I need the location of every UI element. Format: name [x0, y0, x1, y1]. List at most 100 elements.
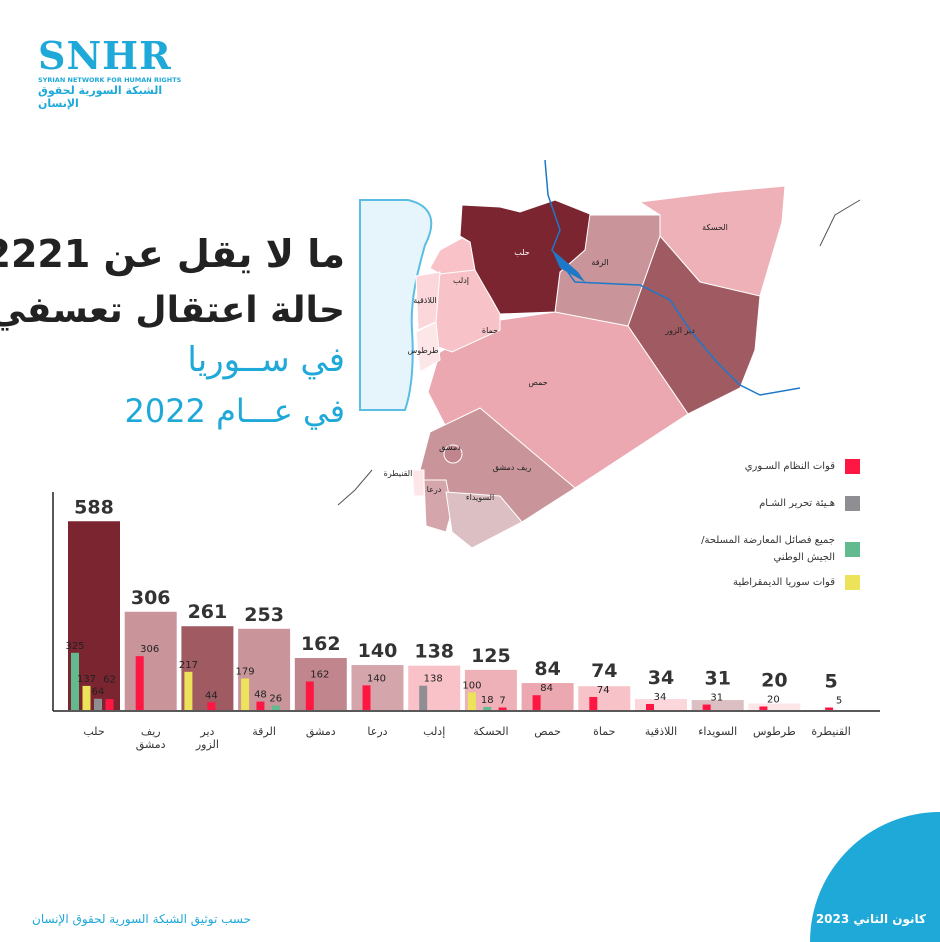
sub-bar-opposition [483, 706, 492, 710]
sub-bar-label: 5 [836, 696, 842, 707]
sub-bar-sdf [82, 685, 91, 710]
sub-bar-label: 140 [367, 673, 386, 684]
legend-label: جميع فصائل المعارضة المسلحة/ الجيش الوطن… [701, 535, 835, 563]
sub-bar-label: 26 [269, 693, 282, 704]
sub-bar-hts [94, 698, 102, 710]
map-label-daraa: درعا [427, 485, 442, 494]
sub-bar-label: 7 [499, 696, 505, 707]
map-label-tartus: طرطوس [407, 346, 438, 355]
sub-bar-opposition [71, 652, 79, 710]
sub-bar-regime [702, 704, 711, 710]
sub-bar-regime [105, 699, 114, 710]
border-line [337, 469, 373, 506]
sub-bar-label: 34 [654, 692, 667, 703]
category-label: حلب [83, 725, 104, 738]
legend-sdf: قوات سوريا الديمقراطية [733, 574, 860, 591]
sub-bar-label: 84 [540, 683, 553, 694]
region-suwayda [445, 491, 523, 549]
logo-english: SYRIAN NETWORK FOR HUMAN RIGHTS [38, 76, 182, 84]
border-line [819, 199, 861, 247]
headline-count: ما لا يقل عن 2221 [0, 232, 345, 276]
sub-bar-regime [207, 702, 216, 710]
sub-bar-regime [589, 696, 598, 710]
sub-bar-hts [419, 685, 428, 710]
sub-bar-label: 162 [310, 669, 329, 680]
logo-arabic: الشبكة السورية لحقوق الإنسان [38, 84, 163, 110]
category-label: الزور [195, 738, 219, 751]
snhr-logo: SNHR SYRIAN NETWORK FOR HUMAN RIGHTS الش… [38, 36, 182, 111]
map-label-quneitra: القنيطرة [384, 469, 413, 478]
headline-year: في عـــام 2022 [124, 392, 345, 430]
total-bar [351, 665, 404, 710]
category-label: درعا [367, 725, 387, 738]
total-label: 31 [704, 668, 730, 690]
region-damascus [443, 444, 463, 464]
total-label: 125 [471, 645, 511, 667]
legend-regime: قوات النظام السـوري [745, 458, 860, 475]
sub-bar-label: 74 [597, 685, 610, 696]
map-label-hasakah: الحسكة [702, 223, 728, 232]
region-daraa [423, 479, 453, 533]
legend-swatch-sdf [845, 575, 860, 590]
sub-bar-label: 137 [77, 674, 96, 685]
category-label: ريف [141, 725, 161, 738]
total-label: 84 [534, 658, 560, 680]
sub-bar-label: 48 [254, 690, 267, 701]
sub-bar-sdf [241, 678, 250, 710]
category-label: حماة [593, 725, 615, 738]
total-label: 34 [648, 667, 674, 689]
total-bar [294, 657, 347, 710]
map-label-deir: دير الزور [664, 326, 695, 335]
sea-coast [359, 199, 433, 411]
sub-bar-regime [646, 704, 654, 710]
map-label-damascus: دمشق [439, 443, 461, 452]
category-label: طرطوس [753, 725, 796, 738]
map-label-raqqa: الرقة [591, 258, 608, 267]
sub-bar-regime [825, 707, 834, 710]
total-label: 253 [244, 604, 284, 626]
total-label: 261 [188, 601, 228, 623]
total-bar [521, 683, 574, 710]
legend-hts: هـيئة تحرير الشـام [759, 495, 860, 512]
legend-swatch-regime [845, 459, 860, 474]
total-bar [124, 611, 177, 710]
region-quneitra [411, 469, 425, 497]
total-label: 20 [761, 669, 787, 691]
report-date: كانون الثاني 2023 [815, 912, 926, 926]
sub-bar-label: 20 [767, 694, 780, 705]
category-label: السويداء [698, 725, 737, 738]
sub-bar-label: 325 [65, 641, 84, 652]
sub-bar-label: 217 [179, 660, 198, 671]
category-label: دير [199, 725, 214, 738]
total-label: 588 [74, 496, 114, 518]
total-label: 74 [591, 660, 617, 682]
total-label: 138 [414, 641, 454, 663]
category-label: اللاذقية [645, 725, 677, 738]
legend-swatch-hts [845, 496, 860, 511]
legend-label: هـيئة تحرير الشـام [759, 498, 835, 509]
sub-bar-sdf [467, 692, 476, 710]
sub-bar-opposition [271, 705, 280, 710]
category-label: الرقة [252, 725, 276, 738]
sub-bar-label: 179 [236, 666, 255, 677]
lake-assad [552, 250, 585, 282]
sub-bar-regime [498, 707, 507, 710]
map-label-homs: حمص [528, 378, 547, 387]
total-bar [748, 703, 801, 710]
legend-opposition: جميع فصائل المعارضة المسلحة/ الجيش الوطن… [695, 532, 860, 566]
total-bar [691, 700, 744, 710]
map-label-hama: حماة [482, 326, 498, 335]
sub-bar-sdf [184, 671, 193, 710]
map-label-rif: ريف دمشق [493, 463, 532, 472]
euphrates-river [544, 159, 801, 396]
region-tartus [415, 321, 441, 373]
total-bar [635, 699, 687, 710]
total-label: 306 [131, 587, 171, 609]
sub-bar-label: 100 [462, 680, 481, 691]
category-label: دمشق [136, 738, 166, 752]
legend-label: قوات النظام السـوري [744, 461, 835, 472]
sub-bar-label: 44 [205, 690, 218, 701]
sub-bar-label: 306 [140, 644, 159, 655]
sub-bar-label: 138 [424, 674, 443, 685]
